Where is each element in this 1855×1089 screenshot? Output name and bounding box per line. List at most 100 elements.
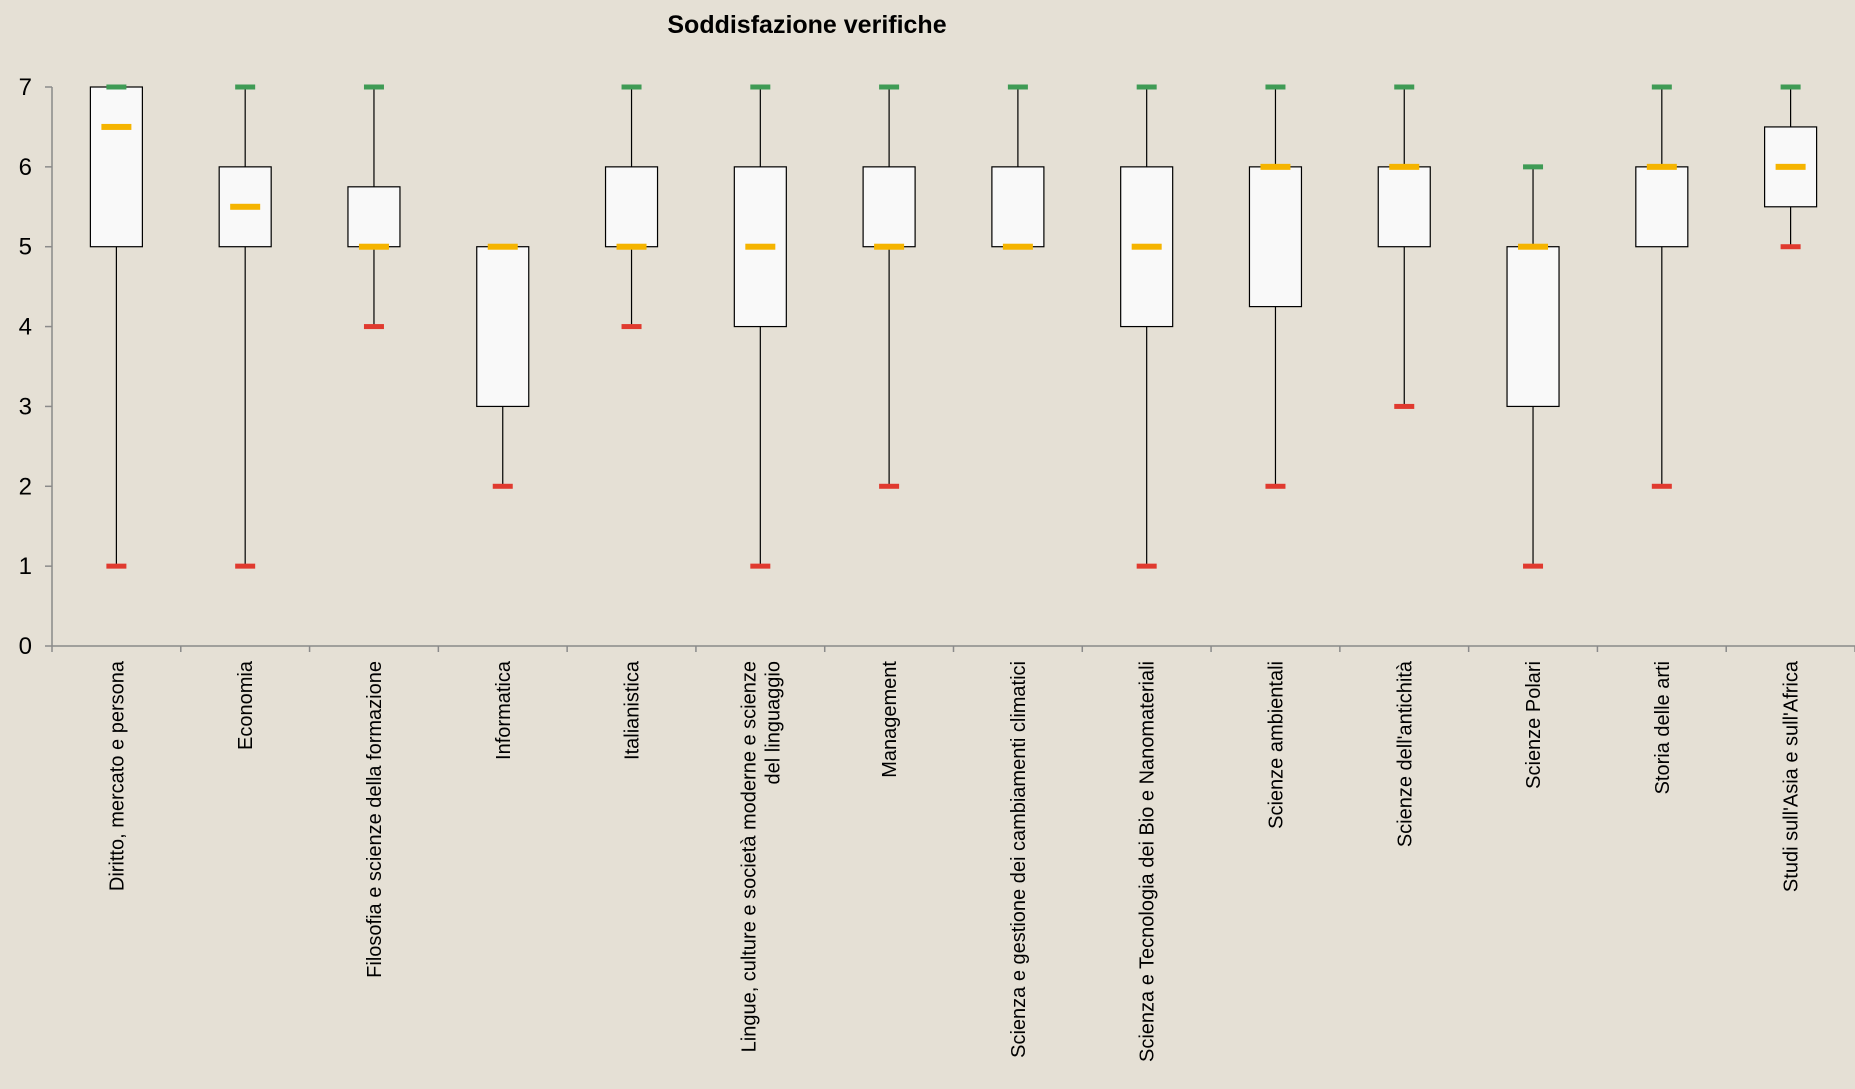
y-tick-label: 4 [19, 314, 32, 341]
x-category-label-line: Economia [235, 660, 257, 750]
box-iqr [1248, 166, 1303, 308]
x-category-label: Italianistica [622, 660, 644, 760]
box-plot-item [604, 84, 659, 330]
median-marker [1646, 163, 1677, 170]
max-marker [879, 84, 900, 90]
x-category-label: Diritto, mercato e persona [106, 660, 128, 891]
min-marker [1394, 403, 1415, 409]
median-marker [874, 243, 905, 250]
median-marker [745, 243, 776, 250]
x-category-label: Scienza e Tecnologia dei Bio e Nanomater… [1137, 661, 1159, 1062]
box-plot-item [347, 84, 401, 330]
max-marker [235, 84, 256, 90]
min-marker [106, 563, 127, 569]
box-iqr [89, 86, 143, 248]
box-plot-item [1635, 84, 1689, 489]
y-tick-label: 3 [19, 393, 32, 420]
x-category-label: Filosofia e scienze della formazione [364, 661, 386, 978]
box-iqr [347, 186, 401, 248]
min-marker [1136, 563, 1157, 569]
median-marker [358, 243, 389, 250]
median-marker [1389, 163, 1420, 170]
max-marker [1136, 84, 1157, 90]
x-category-label-line: Scienza e gestione dei cambiamenti clima… [1008, 661, 1030, 1058]
min-marker [1651, 483, 1672, 489]
min-marker [621, 324, 642, 330]
x-category-label-line: Lingue, culture e società moderne e scie… [738, 661, 760, 1052]
max-marker [621, 84, 642, 90]
max-marker [750, 84, 771, 90]
box-plot-item [89, 84, 143, 569]
min-marker [1523, 563, 1544, 569]
median-marker [1775, 163, 1806, 170]
max-marker [1523, 164, 1544, 170]
y-tick-label: 0 [19, 633, 32, 660]
x-category-label-line: Studi sull'Asia e sull'Africa [1781, 660, 1803, 892]
max-marker [1651, 84, 1672, 90]
min-marker [235, 563, 256, 569]
box-plot-item [1120, 84, 1174, 569]
max-marker [1394, 84, 1415, 90]
x-category-label-line: Scienze ambientali [1265, 661, 1287, 829]
x-category-label: Scienza e gestione dei cambiamenti clima… [1008, 661, 1030, 1058]
max-marker [1780, 84, 1801, 90]
min-marker [1265, 483, 1286, 489]
x-category-label: Scienze ambientali [1265, 661, 1287, 829]
y-tick-label: 1 [19, 553, 32, 580]
y-tick-label: 6 [19, 154, 32, 181]
y-axis: 0 1 2 3 4 5 6 7 [19, 74, 53, 660]
x-category-label-line: Italianistica [622, 660, 644, 760]
min-marker [1780, 244, 1801, 250]
median-marker [616, 243, 647, 250]
box-iqr [991, 166, 1045, 248]
median-marker [101, 123, 132, 130]
min-marker [363, 324, 384, 330]
y-tick-label: 7 [19, 74, 32, 101]
x-category-label: Lingue, culture e società moderne e scie… [738, 661, 784, 1052]
box-iqr [1635, 166, 1689, 248]
box-plot-item [476, 243, 530, 489]
x-category-label-line: Scienze dell'antichità [1394, 660, 1416, 847]
x-category-label-line: Filosofia e scienze della formazione [364, 661, 386, 978]
median-marker [1131, 243, 1162, 250]
x-category-label-line: Informatica [493, 660, 515, 760]
y-tick-label: 2 [19, 473, 32, 500]
x-category-label-line: del linguaggio [762, 661, 784, 784]
box-iqr [862, 166, 916, 248]
box-plot-item [1377, 84, 1431, 409]
min-marker [492, 483, 513, 489]
max-marker [1265, 84, 1286, 90]
x-category-label: Storia delle arti [1652, 661, 1674, 794]
min-marker [750, 563, 771, 569]
x-category-label-line: Scienza e Tecnologia dei Bio e Nanomater… [1137, 661, 1159, 1062]
max-marker [106, 84, 127, 90]
box-iqr [476, 246, 530, 408]
median-marker [230, 203, 261, 210]
x-category-label-line: Storia delle arti [1652, 661, 1674, 794]
y-tick-label: 5 [19, 234, 32, 261]
median-marker [487, 243, 518, 250]
box-plot-item [218, 84, 272, 569]
box-iqr [1506, 246, 1560, 408]
x-category-label: Management [879, 661, 901, 778]
x-category-label-line: Diritto, mercato e persona [106, 660, 128, 891]
x-axis [51, 645, 1855, 652]
x-category-label: Studi sull'Asia e sull'Africa [1781, 660, 1803, 892]
box-plot-item [1506, 164, 1560, 569]
box-plot-item [1764, 84, 1818, 250]
x-category-label-line: Scienze Polari [1523, 661, 1545, 789]
chart-title: Soddisfazione verifiche [667, 11, 946, 39]
x-category-label-line: Management [879, 661, 901, 778]
median-marker [1002, 243, 1033, 250]
box-iqr [1377, 166, 1431, 248]
x-category-label: Scienze Polari [1523, 661, 1545, 789]
max-marker [363, 84, 384, 90]
box-iqr [604, 166, 659, 248]
max-marker [1007, 84, 1028, 90]
median-marker [1260, 163, 1291, 170]
box-series [89, 84, 1818, 569]
box-plot-item [733, 84, 787, 569]
box-plot-item [991, 84, 1045, 250]
